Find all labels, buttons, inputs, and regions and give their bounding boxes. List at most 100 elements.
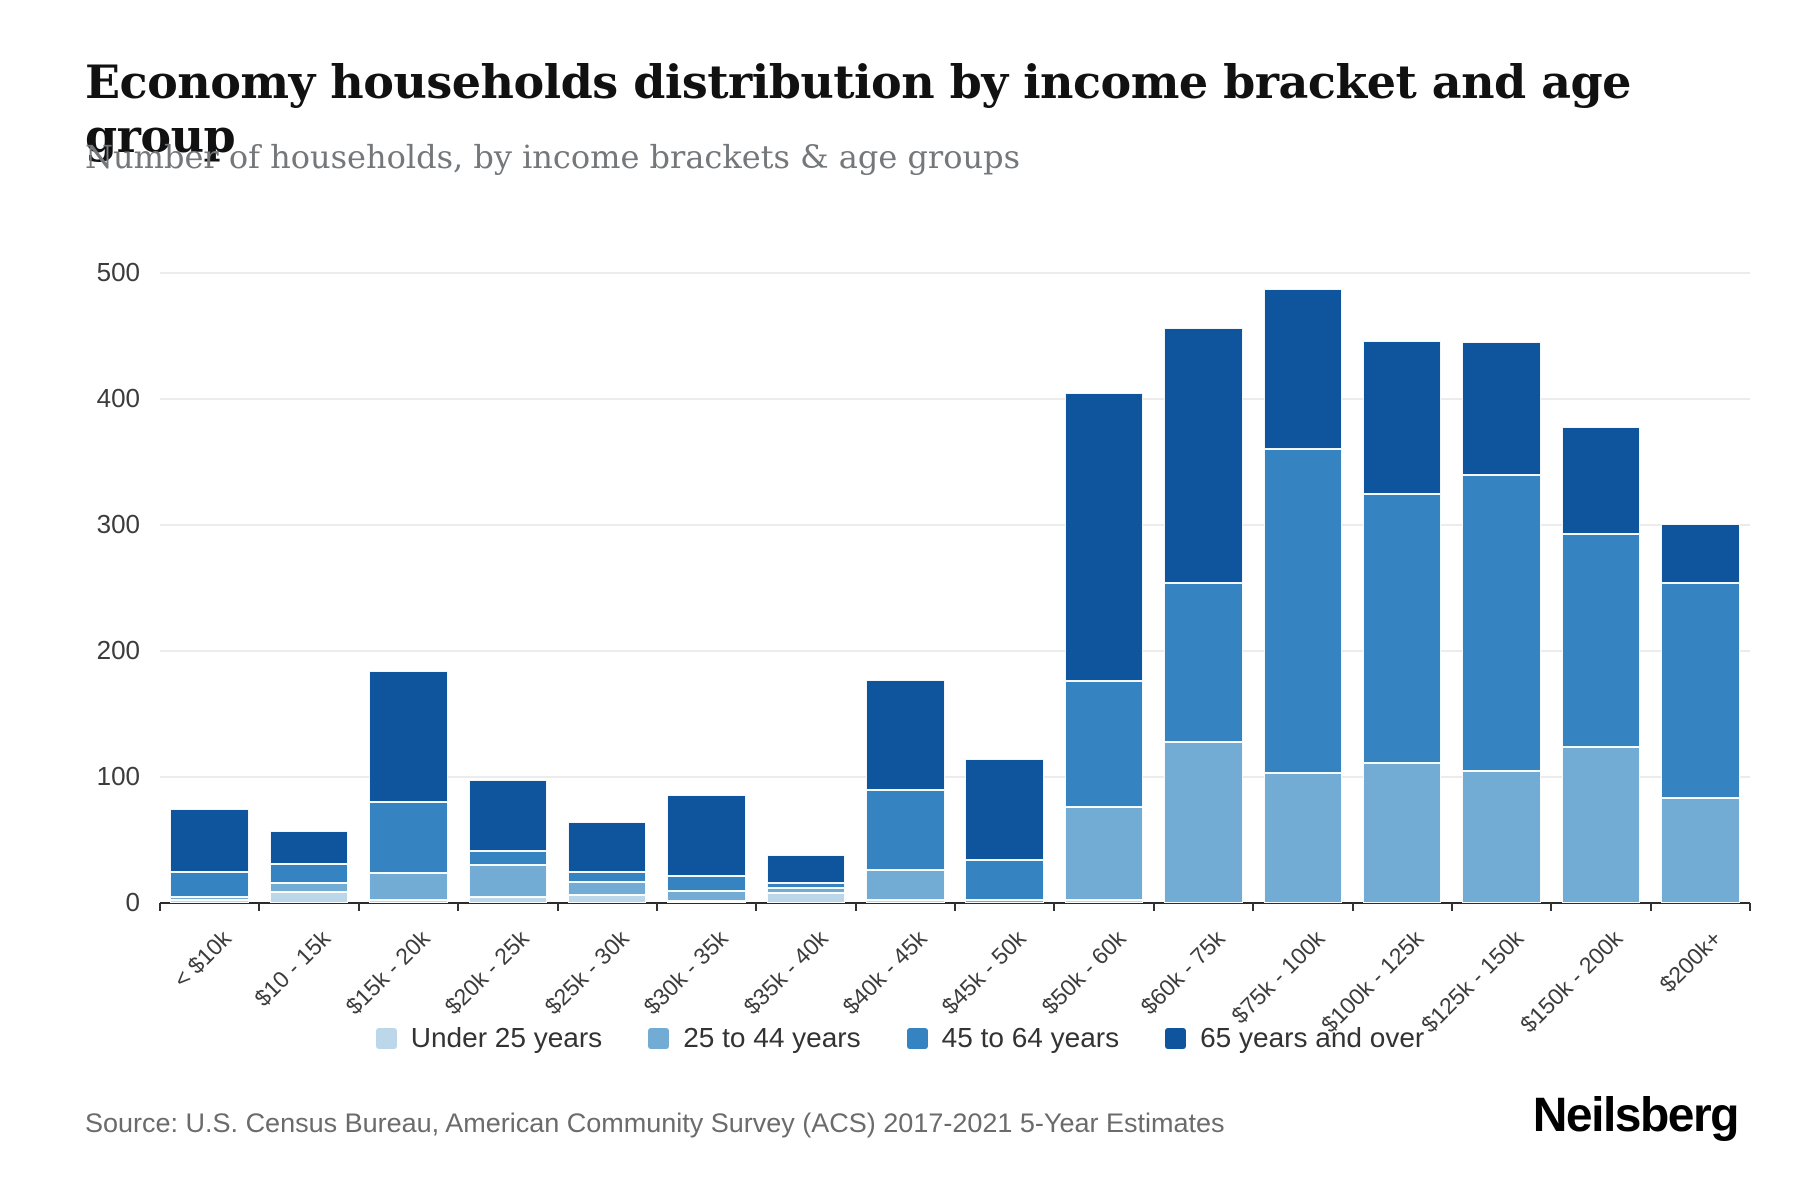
bar-segment[interactable]: [567, 822, 647, 872]
bar-segment[interactable]: [766, 892, 846, 903]
legend-item[interactable]: 65 years and over: [1165, 1022, 1424, 1054]
bar-segment[interactable]: [1362, 763, 1442, 903]
bar-segment[interactable]: [1661, 798, 1740, 903]
legend-swatch-icon: [906, 1027, 928, 1049]
bar-slot: [1551, 426, 1650, 903]
bar-segment[interactable]: [667, 875, 746, 891]
bar-segment[interactable]: [965, 900, 1044, 903]
y-axis-label-200: 200: [96, 635, 140, 665]
bar-slot: [458, 779, 557, 903]
bar-segment[interactable]: [1462, 342, 1541, 475]
bar-segment[interactable]: [667, 795, 746, 876]
bar-segment[interactable]: [1462, 474, 1541, 771]
bar-segment[interactable]: [965, 759, 1044, 861]
bar-segment[interactable]: [170, 808, 249, 872]
bar-segment[interactable]: [269, 831, 349, 864]
bar-segment[interactable]: [1064, 900, 1144, 903]
bar-segment[interactable]: [369, 900, 448, 903]
bar-segment[interactable]: [866, 870, 945, 901]
legend-swatch-icon: [648, 1027, 670, 1049]
bar-segment[interactable]: [468, 779, 548, 852]
stacked-bar-7[interactable]: [766, 855, 846, 903]
bar-segment[interactable]: [1462, 770, 1541, 903]
axis-tick: [357, 903, 360, 911]
bar-segment[interactable]: [1064, 807, 1144, 901]
bar-segment[interactable]: [766, 882, 846, 888]
bar-segment[interactable]: [567, 881, 647, 896]
legend-swatch-icon: [375, 1027, 397, 1049]
bar-slot: [955, 759, 1054, 903]
bar-segment[interactable]: [866, 789, 945, 871]
stacked-bar-5[interactable]: [567, 822, 647, 903]
bar-segment[interactable]: [567, 871, 647, 882]
y-axis-label-400: 400: [96, 383, 140, 413]
stacked-bar-6[interactable]: [667, 795, 746, 903]
axis-tick: [954, 903, 956, 911]
axis-tick: [655, 903, 658, 911]
bar-segment[interactable]: [269, 891, 349, 903]
bar-segment[interactable]: [468, 896, 548, 903]
stacked-bar-12[interactable]: [1263, 289, 1343, 903]
bar-segment[interactable]: [1362, 493, 1442, 764]
y-axis-label-0: 0: [125, 887, 140, 917]
bar-segment[interactable]: [866, 900, 945, 903]
bar-segment[interactable]: [1064, 392, 1144, 682]
bar-segment[interactable]: [269, 882, 349, 892]
stacked-bar-4[interactable]: [468, 779, 548, 903]
bar-segment[interactable]: [369, 671, 448, 803]
axis-tick: [1053, 903, 1056, 911]
axis-tick: [755, 903, 758, 911]
stacked-bar-1[interactable]: [170, 808, 249, 903]
x-axis-label: $10 - 15k: [249, 925, 336, 1012]
bar-segment[interactable]: [170, 871, 249, 897]
bar-segment[interactable]: [170, 900, 249, 903]
bar-segment[interactable]: [965, 860, 1044, 901]
bar-segment[interactable]: [1263, 289, 1343, 450]
legend-item[interactable]: 25 to 44 years: [648, 1022, 861, 1054]
bar-segment[interactable]: [269, 863, 349, 883]
stacked-bar-8[interactable]: [866, 680, 945, 903]
bar-segment[interactable]: [1164, 328, 1243, 583]
stacked-bar-3[interactable]: [369, 671, 448, 903]
stacked-bar-14[interactable]: [1462, 342, 1541, 903]
axis-tick: [1252, 903, 1255, 911]
bar-segment[interactable]: [1263, 449, 1343, 774]
bar-slot: [756, 855, 855, 903]
stacked-bar-16[interactable]: [1661, 523, 1740, 903]
stacked-bar-11[interactable]: [1164, 328, 1243, 903]
bar-segment[interactable]: [468, 865, 548, 897]
x-axis-label: < $10k: [168, 925, 237, 993]
bar-segment[interactable]: [567, 895, 647, 903]
bar-segment[interactable]: [1561, 426, 1641, 534]
bar-segment[interactable]: [1661, 523, 1740, 583]
bar-segment[interactable]: [369, 872, 448, 901]
bar-segment[interactable]: [468, 851, 548, 866]
bar-segment[interactable]: [1661, 582, 1740, 799]
legend-item[interactable]: 45 to 64 years: [906, 1022, 1119, 1054]
bar-segment[interactable]: [170, 896, 249, 901]
legend-item[interactable]: Under 25 years: [375, 1022, 602, 1054]
bar-segment[interactable]: [1064, 681, 1144, 808]
bar-segment[interactable]: [667, 890, 746, 901]
bar-segment[interactable]: [1263, 773, 1343, 903]
stacked-bar-2[interactable]: [269, 831, 349, 903]
bar-segment[interactable]: [766, 855, 846, 883]
bar-segment[interactable]: [667, 901, 746, 903]
stacked-bar-15[interactable]: [1561, 426, 1641, 903]
bar-segment[interactable]: [1362, 341, 1442, 494]
bar-segment[interactable]: [369, 802, 448, 873]
bar-segment[interactable]: [766, 887, 846, 893]
axis-tick: [1152, 903, 1155, 911]
stacked-bar-13[interactable]: [1362, 341, 1442, 903]
legend: Under 25 years 25 to 44 years 45 to 64 yea…: [0, 1022, 1800, 1054]
bar-segment[interactable]: [1561, 746, 1641, 903]
bar-segment[interactable]: [1164, 741, 1243, 903]
bar-slot: [657, 795, 756, 903]
axis-tick: [159, 903, 161, 911]
bar-segment[interactable]: [1164, 582, 1243, 742]
stacked-bar-9[interactable]: [965, 759, 1044, 903]
legend-label: 25 to 44 years: [683, 1022, 861, 1053]
bar-segment[interactable]: [1561, 533, 1641, 747]
bar-segment[interactable]: [866, 680, 945, 790]
stacked-bar-10[interactable]: [1064, 392, 1144, 903]
